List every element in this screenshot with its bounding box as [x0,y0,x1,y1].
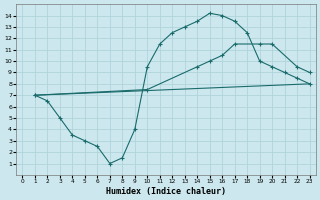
X-axis label: Humidex (Indice chaleur): Humidex (Indice chaleur) [106,187,226,196]
